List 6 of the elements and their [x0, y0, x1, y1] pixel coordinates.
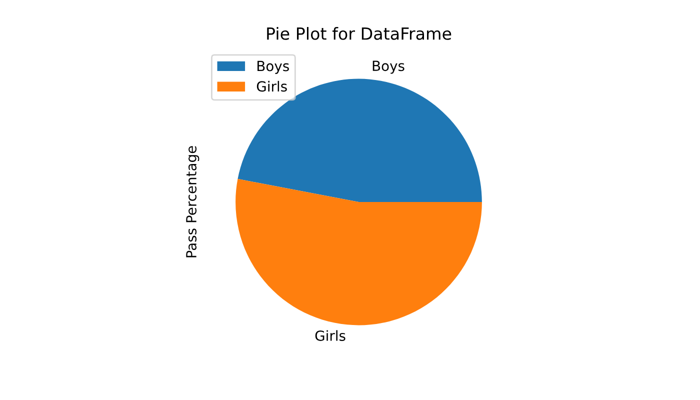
legend-label: Girls	[256, 80, 287, 92]
slice-label: Girls	[315, 330, 346, 341]
slice-label: Boys	[372, 60, 404, 74]
legend-label: Boys	[258, 60, 289, 74]
text: Pass Percentage	[186, 146, 200, 258]
chart-title: Pie Plot for DataFrame	[267, 27, 452, 40]
